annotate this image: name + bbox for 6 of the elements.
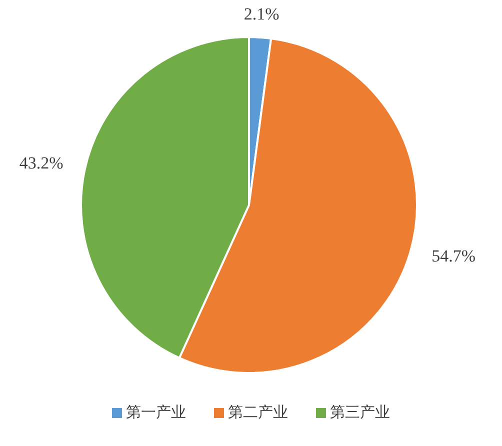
legend-label: 第三产业 (330, 403, 390, 422)
legend-label: 第一产业 (126, 403, 186, 422)
data-label: 43.2% (19, 154, 64, 173)
data-label: 2.1% (244, 4, 280, 24)
legend-label: 第二产业 (228, 403, 288, 422)
data-label: 54.7% (432, 246, 476, 266)
